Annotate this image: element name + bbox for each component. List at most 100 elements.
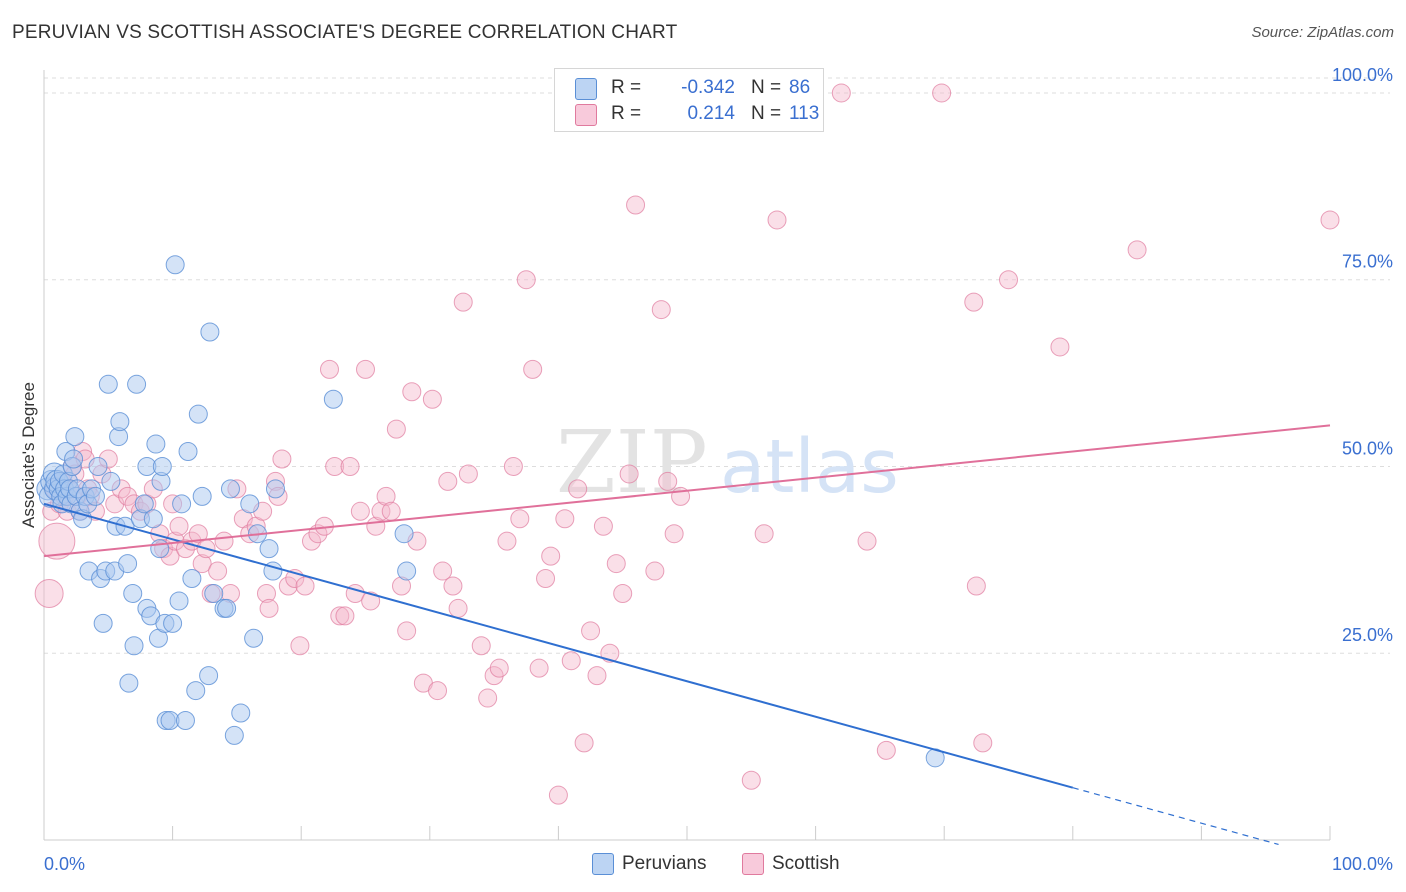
scottish-point [38,522,76,560]
scottish-point [428,681,448,701]
r-label: R = [611,77,642,98]
n-value: 86 [789,77,811,98]
scottish-point [422,389,442,409]
scottish-point [208,561,228,581]
scottish-point [587,666,607,686]
scottish-point [510,509,530,529]
y-axis-title: Associate's Degree [19,382,38,528]
scottish-point [536,569,556,589]
scottish-point [503,456,523,476]
peruvian-point [65,427,85,447]
scottish-point [606,554,626,574]
y-tick-label: 25.0% [1342,625,1393,645]
scottish-point [1320,210,1340,230]
n-label: N = [751,103,782,124]
peruvian-point [204,583,224,603]
peruvian-point [110,412,130,432]
scottish-point [658,471,678,491]
scottish-point [478,688,498,708]
scottish-point [453,292,473,312]
scottish-point [386,419,406,439]
peruvian-point [192,486,212,506]
scottish-point [290,636,310,656]
scottish-point [443,576,463,596]
scottish-point [999,270,1018,290]
scottish-point [259,598,279,618]
chart-title: PERUVIAN VS SCOTTISH ASSOCIATE'S DEGREE … [12,22,678,43]
scottish-point [34,578,64,608]
scottish-trend-line [43,424,1331,558]
scottish-point [932,83,952,103]
peruvian-point [259,539,279,559]
scottish-point [350,501,370,521]
scottish-legend-label: Scottish [772,853,840,874]
scottish-point [548,785,568,805]
scottish-point [188,524,208,544]
scottish-point [966,576,986,596]
peruvian-point [244,628,264,648]
peruvians-trend-line [43,502,1074,789]
y-tick-labels: 25.0% 50.0% 75.0% 100.0% [1332,65,1393,645]
scottish-point [301,531,321,551]
peruvian-point [134,494,154,514]
peruvian-point [98,374,118,394]
peruvians-legend-label: Peruvians [622,853,707,874]
scottish-point [651,300,671,320]
peruvian-point [165,255,185,275]
scottish-point [214,531,234,551]
peruvian-point [397,561,417,581]
scottish-point [1050,337,1070,357]
scottish-point [497,531,517,551]
peruvian-point [163,613,183,633]
scottish-point [767,210,787,230]
y-tick-label: 100.0% [1332,65,1393,85]
scottish-point [330,606,350,626]
scottish-point [335,606,355,626]
scottish-point [741,770,761,790]
peruvian-point [175,710,195,730]
scottish-point [754,524,774,544]
n-value: 113 [789,103,820,124]
scottish-point [529,658,549,678]
peruvian-point [64,449,84,469]
peruvian-point [182,569,202,589]
peruvians-trend-extension [1072,787,1279,846]
scottish-point [118,486,138,506]
scottish-point [381,501,401,521]
peruvian-point [127,374,147,394]
x-tick-label-max: 100.0% [1332,854,1393,874]
watermark-atlas: atlas [720,424,899,510]
scottish-point [340,456,360,476]
peruvian-point [240,494,260,514]
r-value: -0.342 [681,77,735,98]
peruvian-point [123,583,143,603]
peruvian-point [172,494,192,514]
peruvians-legend-swatch [592,853,614,875]
peruvian-point [178,442,198,462]
peruvian-point [199,666,219,686]
x-tick-labels: 0.0% 100.0% [44,854,1393,874]
scottish-point [523,359,543,379]
peruvian-points [36,255,945,768]
peruvian-point [220,479,240,499]
peruvian-point [200,322,220,342]
x-tick-label-min: 0.0% [44,854,85,874]
peruvian-point [85,486,105,506]
scottish-point [402,382,422,402]
scottish-point [857,531,877,551]
scottish-point [626,195,646,215]
scottish-point [356,359,375,379]
peruvian-point [150,539,170,559]
peruvian-point [323,389,343,409]
scottish-point [471,636,491,656]
scottish-point [192,554,212,574]
peruvian-point [169,591,189,611]
peruvian-point [186,681,206,701]
peruvian-point [231,703,251,723]
scottish-point [568,479,588,499]
peruvian-point [143,509,163,529]
scottish-point [433,561,453,581]
n-label: N = [751,77,782,98]
peruvian-point [217,598,237,618]
peruvian-point [188,404,208,424]
